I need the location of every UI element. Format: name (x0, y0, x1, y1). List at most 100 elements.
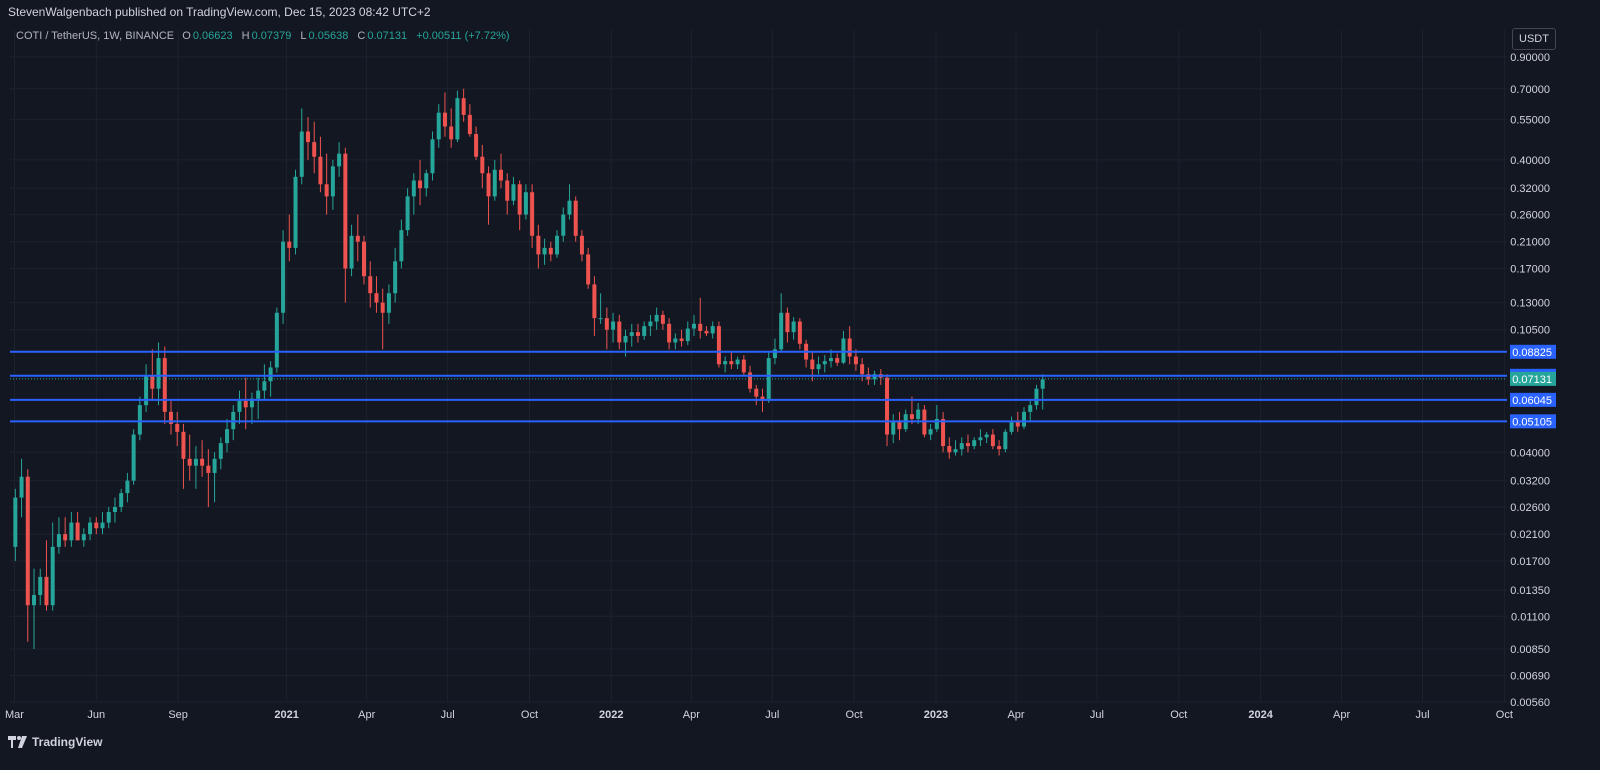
candle-body (891, 421, 896, 435)
price-axis[interactable]: 0.90000 0.70000 0.55000 0.40000 0.32000 0.260… (1510, 52, 1550, 709)
candle-body (959, 443, 964, 450)
candle-body (735, 359, 740, 365)
close-label: C (357, 30, 366, 42)
candle-body (642, 326, 647, 336)
candle-body (243, 400, 248, 408)
candle-body (835, 358, 840, 363)
candle-body (106, 511, 111, 523)
candle-body (673, 338, 678, 343)
candle-body (44, 576, 49, 606)
y-tick-label: 0.17000 (1510, 264, 1550, 276)
candle-body (847, 338, 852, 357)
candle-body (723, 361, 728, 365)
candle-body (424, 173, 429, 189)
level-price-label: 0.08825 (1512, 347, 1552, 359)
candle-body (860, 364, 865, 375)
level-price-tag (1510, 392, 1556, 407)
candle-body (343, 153, 348, 269)
candle-body (281, 241, 286, 313)
candle-body (972, 440, 977, 447)
candle-body (88, 522, 93, 535)
candle-body (853, 356, 858, 365)
candle-body (150, 375, 155, 389)
y-tick-label: 0.13000 (1510, 298, 1550, 310)
candle-body (436, 112, 441, 140)
candle-body (112, 507, 117, 512)
candle-body (523, 192, 528, 215)
x-tick-label: Apr (1007, 709, 1024, 721)
open-value: 0.06623 (192, 30, 233, 42)
candle-body (729, 361, 734, 365)
candle-body (623, 335, 628, 343)
candle-body (305, 131, 310, 143)
x-tick-label: Apr (683, 709, 700, 721)
candle-body (498, 169, 503, 181)
candle-body (449, 126, 454, 140)
candle-body (654, 314, 659, 322)
candle-body (94, 522, 99, 529)
candle-body (1022, 411, 1027, 427)
y-tick-label: 0.02100 (1510, 529, 1550, 541)
grid (10, 30, 1507, 703)
candle-body (455, 98, 460, 140)
candle-body (978, 437, 983, 441)
candle-body (953, 449, 958, 453)
candle-body (13, 497, 18, 547)
candle-body (168, 411, 173, 424)
candle-body (467, 114, 472, 135)
candle-body (386, 293, 391, 313)
candle-body (555, 235, 560, 255)
candle-body (1034, 388, 1039, 406)
candle-body (716, 326, 721, 365)
candle-body (573, 200, 578, 236)
candle-body (685, 328, 690, 342)
candle-body (567, 200, 572, 215)
time-axis[interactable]: Mar Jun Sep 2021 Apr Jul Oct 2022 Apr Jul Oct 2023 A… (5, 709, 1513, 721)
x-tick-label: Mar (5, 709, 24, 721)
candle-body (916, 409, 921, 419)
candle-body (611, 321, 616, 330)
candle-body (997, 446, 1002, 450)
candle-body (374, 293, 379, 303)
candle-body (480, 156, 485, 174)
candle-body (579, 235, 584, 255)
candle-body (193, 458, 198, 466)
x-tick-label: Jul (441, 709, 455, 721)
candle-body (69, 522, 74, 541)
candle-body (131, 434, 136, 481)
candle-body (200, 458, 205, 466)
currency-button[interactable]: USDT (1512, 28, 1556, 50)
y-tick-label: 0.04000 (1510, 447, 1550, 459)
candle-body (411, 180, 416, 197)
y-tick-label: 0.00690 (1510, 670, 1550, 682)
candle-body (897, 421, 902, 430)
candle-body (561, 214, 566, 236)
candle-body (175, 423, 180, 432)
candle-body (692, 323, 697, 329)
candle-body (299, 131, 304, 177)
y-tick-label: 0.01350 (1510, 585, 1550, 597)
candle-body (598, 318, 603, 320)
candle-body (56, 534, 61, 547)
y-tick-label: 0.03200 (1510, 476, 1550, 488)
y-tick-label: 0.01100 (1511, 611, 1550, 623)
symbol-name[interactable]: COTI / TetherUS, 1W, BINANCE (16, 30, 175, 42)
candle-body (772, 349, 777, 359)
close-value: 0.07131 (367, 30, 408, 42)
high-value: 0.07379 (251, 30, 292, 42)
tradingview-logo[interactable]: TradingView (8, 735, 102, 749)
candle-body (635, 332, 640, 336)
candle-body (393, 261, 398, 294)
candle-body (909, 414, 914, 419)
candle-body (841, 338, 846, 363)
candle-body (218, 443, 223, 459)
candle-body (324, 184, 329, 197)
publish-info: StevenWalgenbach published on TradingVie… (8, 5, 431, 19)
candle-body (660, 314, 665, 324)
candle-body (965, 443, 970, 447)
candle-body (947, 446, 952, 453)
candle-body (181, 431, 186, 459)
candle-body (362, 241, 367, 277)
